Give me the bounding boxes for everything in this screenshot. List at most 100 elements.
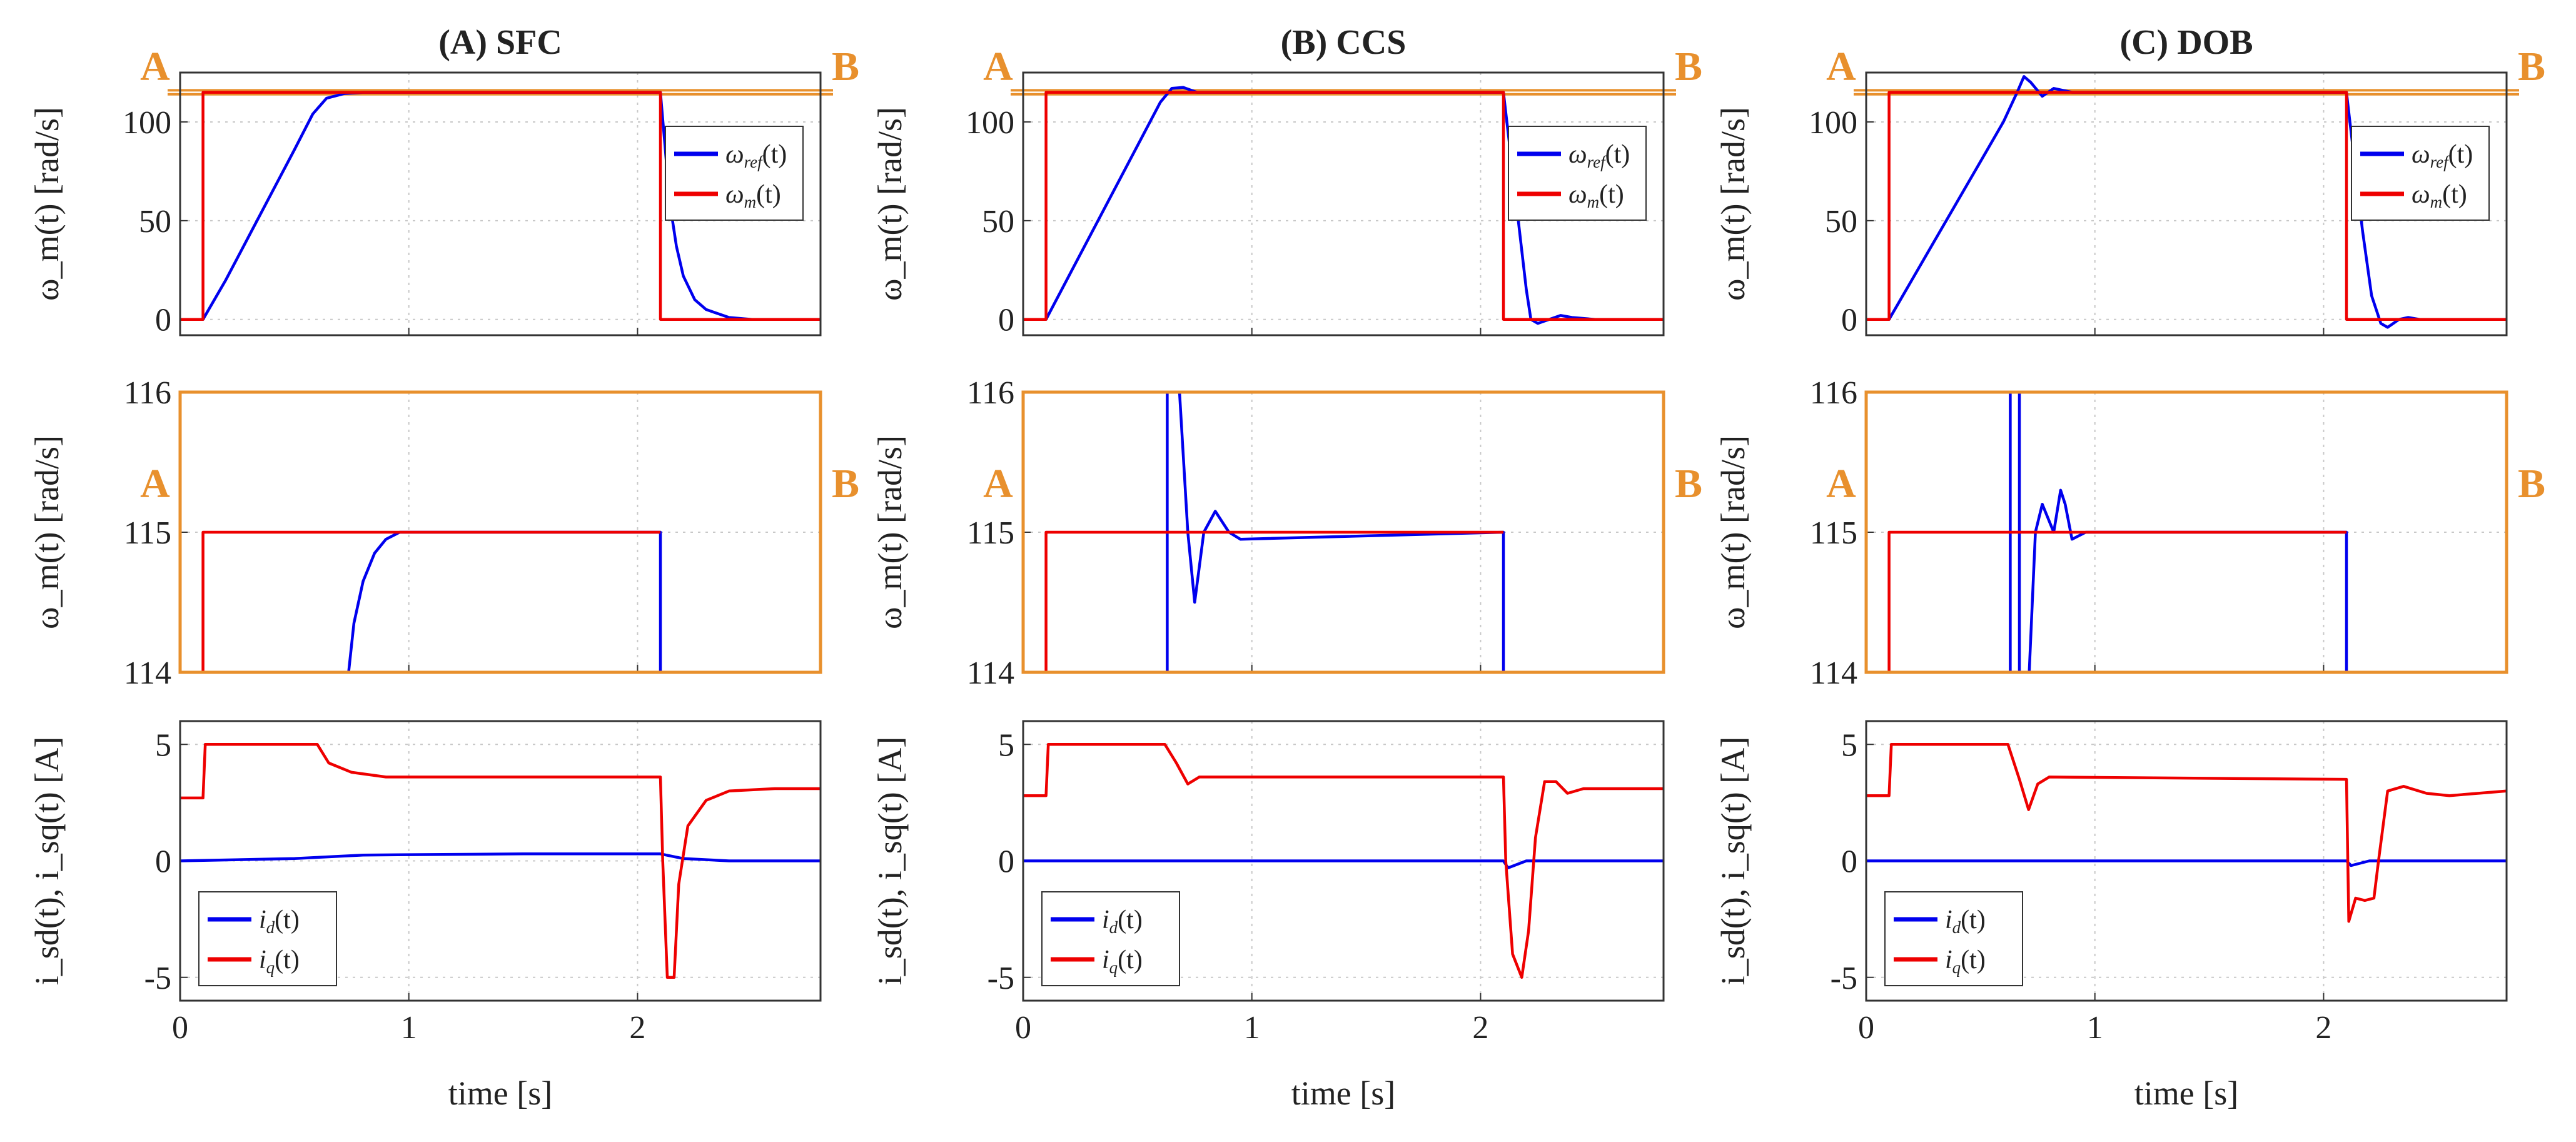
y-tick-label: 5 (155, 727, 171, 763)
y-tick-label: 0 (155, 303, 171, 338)
legend-box (198, 891, 337, 986)
axes-frame (1865, 71, 2508, 336)
y-tick-label: 114 (124, 655, 171, 691)
legend-symbol: ω (725, 140, 744, 169)
legend-tail: (t) (275, 906, 300, 934)
legend-symbol: ω (1568, 140, 1587, 169)
legend-subscript: q (1109, 958, 1118, 977)
panel-title: (C) DOB (2119, 23, 2253, 62)
legend-subscript: ref (1587, 153, 1607, 171)
y-tick-label: 115 (124, 515, 171, 551)
axes-row2: 114 115 116 ω_m(t) [rad/s] A B (1714, 375, 2545, 691)
series-line-blue (347, 530, 662, 672)
marker-b: B (2518, 44, 2545, 89)
y-axis-label: ω_m(t) [rad/s] (871, 107, 909, 301)
axes-frame (179, 720, 822, 1002)
series-line-red (180, 91, 821, 321)
x-axis-label: time [s] (2134, 1074, 2238, 1112)
legend-box (665, 126, 804, 221)
y-tick-label: -5 (987, 961, 1014, 996)
marker-a: A (983, 461, 1013, 507)
y-tick-label: -5 (144, 961, 171, 996)
legend-label: id(t) (1102, 906, 1143, 937)
y-axis-label: ω_m(t) [rad/s] (28, 435, 66, 629)
legend-label: id(t) (259, 906, 300, 937)
y-tick-label: -5 (1831, 961, 1857, 996)
x-tick-label: 1 (1244, 1010, 1260, 1046)
y-tick-label: 0 (1841, 844, 1857, 880)
legend-label: ωm(t) (2412, 180, 2467, 211)
marker-a: A (1826, 44, 1856, 89)
axes-row2: 114 115 116 ω_m(t) [rad/s] A B (871, 375, 1702, 691)
legend-label: iq(t) (259, 946, 300, 977)
legend-tail: (t) (2448, 140, 2473, 169)
legend-subscript: ref (744, 153, 764, 171)
marker-a: A (140, 44, 170, 89)
x-tick-label: 0 (1015, 1010, 1031, 1046)
marker-b: B (832, 461, 859, 507)
axes-frame (1022, 720, 1665, 1002)
axes-frame (1021, 390, 1665, 674)
y-tick-label: 116 (1810, 375, 1857, 411)
series-line-blue (1866, 75, 2507, 329)
legend-tail: (t) (1118, 946, 1143, 974)
y-tick-label: 115 (967, 515, 1014, 551)
marker-b: B (2518, 461, 2545, 507)
y-tick-label: 114 (967, 655, 1014, 691)
x-tick-label: 1 (401, 1010, 417, 1046)
legend-symbol: i (1945, 906, 1952, 934)
legend-symbol: ω (1568, 180, 1587, 209)
axes-frame (1864, 390, 2508, 674)
series-line-red (1044, 530, 1503, 672)
series-line-red (1866, 91, 2507, 321)
legend-label: ωref(t) (2412, 140, 2473, 171)
y-tick-label: 116 (124, 375, 171, 411)
legend-symbol: i (259, 946, 266, 974)
legend-label: iq(t) (1102, 946, 1143, 977)
legend-tail: (t) (1961, 906, 1986, 934)
legend-tail: (t) (2442, 180, 2467, 209)
x-tick-label: 1 (2087, 1010, 2103, 1046)
legend-tail: (t) (1118, 906, 1143, 934)
y-tick-label: 114 (1810, 655, 1857, 691)
legend-box (1508, 126, 1647, 221)
legend-subscript: m (2430, 193, 2443, 211)
y-tick-label: 0 (155, 844, 171, 880)
marker-b: B (1675, 44, 1702, 89)
panel-title: (B) CCS (1281, 23, 1407, 62)
legend-tail: (t) (275, 946, 300, 974)
legend-tail: (t) (1605, 140, 1630, 169)
legend-symbol: i (259, 906, 266, 934)
y-axis-label: ω_m(t) [rad/s] (1714, 435, 1752, 629)
panel-title: (A) SFC (438, 23, 562, 62)
y-tick-label: 0 (1841, 303, 1857, 338)
legend-tail: (t) (1961, 946, 1986, 974)
legend-subscript: d (1109, 918, 1118, 937)
y-axis-label: i_sd(t), i_sq(t) [A] (28, 737, 66, 985)
legend-symbol: ω (2412, 180, 2430, 209)
marker-a: A (140, 461, 170, 507)
axes-frame (179, 71, 822, 336)
legend-box (2351, 126, 2490, 221)
legend-subscript: ref (2430, 153, 2450, 171)
series-line-red (180, 743, 821, 979)
legend-subscript: d (1952, 918, 1961, 937)
y-tick-label: 50 (139, 204, 171, 240)
x-tick-label: 0 (172, 1010, 188, 1046)
y-tick-label: 50 (982, 204, 1014, 240)
series-line-red (1023, 91, 1664, 321)
legend-tail: (t) (756, 180, 781, 209)
marker-b: B (1675, 461, 1702, 507)
series-line-red (1023, 743, 1664, 979)
marker-a: A (1826, 461, 1856, 507)
y-tick-label: 100 (966, 105, 1014, 141)
legend-symbol: i (1945, 946, 1952, 974)
legend-subscript: d (266, 918, 275, 937)
legend-label: id(t) (1945, 906, 1986, 937)
